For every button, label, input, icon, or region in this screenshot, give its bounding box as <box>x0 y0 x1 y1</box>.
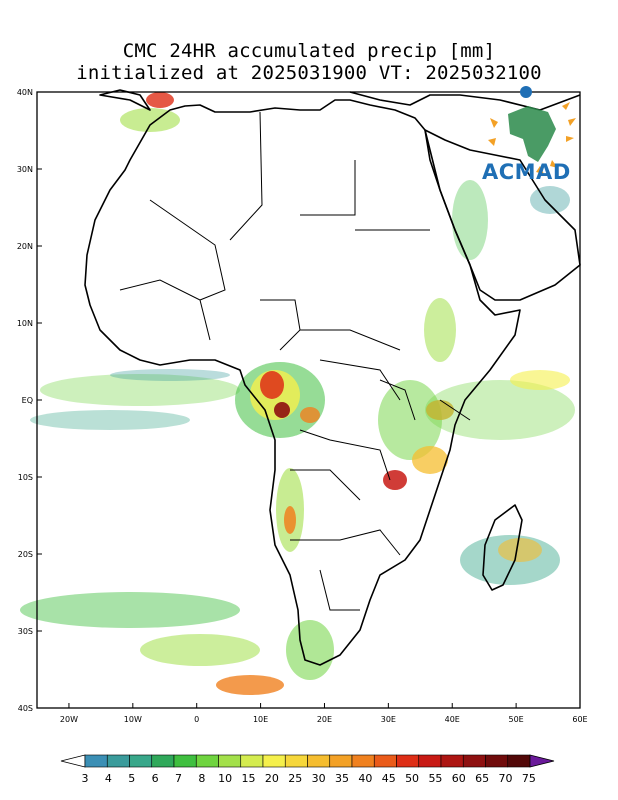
y-tick-label: 20N <box>17 242 33 251</box>
colorbar-swatch <box>240 754 264 768</box>
y-axis: 40N 30N 20N 10N EQ 10S 20S 30S 40S <box>17 88 42 713</box>
colorbar-label: 40 <box>358 772 372 785</box>
colorbar-swatch <box>440 754 464 768</box>
colorbar-swatch <box>351 754 375 768</box>
colorbar-label: 30 <box>312 772 326 785</box>
x-tick-label: 0 <box>194 715 199 724</box>
colorbar-swatch <box>129 754 153 768</box>
country-borders <box>119 111 471 611</box>
colorbar-label: 65 <box>475 772 489 785</box>
colorbar-label: 20 <box>265 772 279 785</box>
y-tick-label: 40N <box>17 88 33 97</box>
colorbar-label: 7 <box>175 772 182 785</box>
y-tick-label: 30N <box>17 165 33 174</box>
colorbar: 3 4 5 6 7 8 10 15 20 25 30 35 40 45 50 55 60 65 70 75 <box>60 754 555 785</box>
colorbar-swatch <box>151 754 175 768</box>
x-axis: 20W 10W 0 10E 20E 30E 40E 50E 60E <box>60 703 588 724</box>
title-line-2: initialized at 2025031900 VT: 2025032100 <box>76 62 542 84</box>
colorbar-swatch <box>218 754 242 768</box>
x-tick-label: 10W <box>124 715 142 724</box>
colorbar-swatch <box>396 754 420 768</box>
colorbar-label: 70 <box>499 772 513 785</box>
acmad-logo <box>488 86 576 174</box>
colorbar-swatch <box>485 754 509 768</box>
colorbar-swatch <box>106 754 130 768</box>
colorbar-label: 45 <box>382 772 396 785</box>
colorbar-swatch <box>373 754 397 768</box>
colorbar-swatch <box>195 754 219 768</box>
colorbar-label: 50 <box>405 772 419 785</box>
colorbar-swatch <box>284 754 308 768</box>
colorbar-label: 25 <box>288 772 302 785</box>
x-tick-label: 20W <box>60 715 78 724</box>
colorbar-swatch <box>418 754 442 768</box>
colorbar-swatch <box>84 754 108 768</box>
colorbar-swatch <box>462 754 486 768</box>
logo-text: ACMAD <box>482 160 571 184</box>
y-tick-label: 20S <box>18 550 33 559</box>
coastline <box>84 89 581 666</box>
colorbar-swatch <box>173 754 197 768</box>
colorbar-swatch <box>307 754 331 768</box>
y-tick-label: 40S <box>18 704 33 713</box>
x-tick-label: 40E <box>445 715 460 724</box>
y-tick-label: 30S <box>18 627 33 636</box>
colorbar-label: 60 <box>452 772 466 785</box>
colorbar-label: 8 <box>198 772 205 785</box>
colorbar-label: 3 <box>82 772 89 785</box>
colorbar-swatch <box>329 754 353 768</box>
colorbar-swatch <box>507 754 531 768</box>
y-tick-label: 10S <box>18 473 33 482</box>
colorbar-label: 4 <box>105 772 112 785</box>
y-tick-label: 10N <box>17 319 33 328</box>
x-tick-label: 20E <box>317 715 332 724</box>
colorbar-label: 6 <box>152 772 159 785</box>
colorbar-label: 55 <box>428 772 442 785</box>
colorbar-label: 35 <box>335 772 349 785</box>
colorbar-label: 15 <box>242 772 256 785</box>
x-tick-label: 60E <box>572 715 587 724</box>
x-tick-label: 50E <box>509 715 524 724</box>
x-tick-label: 10E <box>253 715 268 724</box>
colorbar-low-arrow <box>60 754 86 768</box>
colorbar-label: 5 <box>128 772 135 785</box>
title-line-1: CMC 24HR accumulated precip [mm] <box>122 40 496 62</box>
y-tick-label: EQ <box>22 396 33 405</box>
colorbar-swatch <box>262 754 286 768</box>
colorbar-label: 10 <box>218 772 232 785</box>
colorbar-label: 75 <box>522 772 536 785</box>
x-tick-label: 30E <box>381 715 396 724</box>
colorbar-high-arrow <box>529 754 555 768</box>
